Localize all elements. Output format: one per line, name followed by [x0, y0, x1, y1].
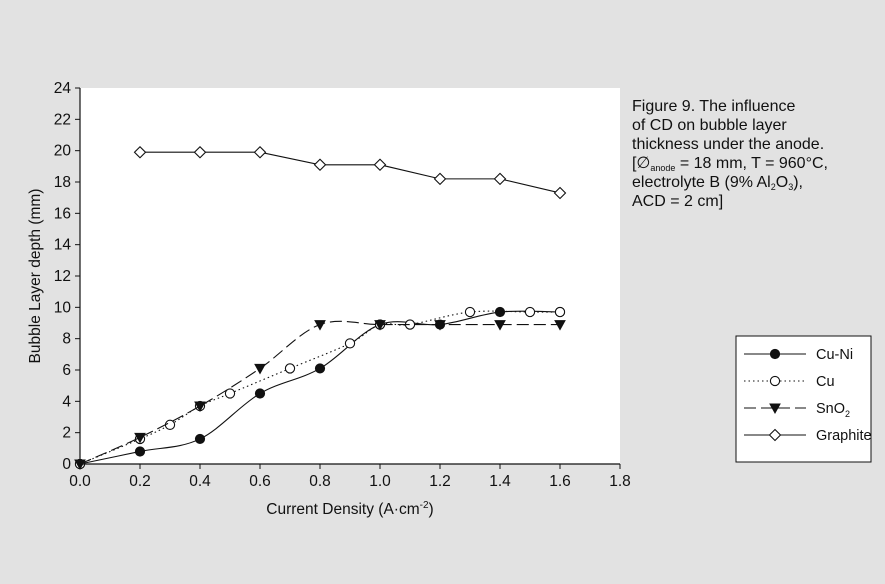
figure-caption: Figure 9. The influence of CD on bubble …	[632, 97, 870, 211]
y-tick-label: 18	[54, 174, 71, 191]
x-tick-label: 0.2	[129, 473, 151, 490]
y-tick-label: 12	[54, 268, 71, 285]
data-point-sno2	[194, 401, 206, 413]
y-tick-label: 6	[62, 362, 71, 379]
data-point-cu	[464, 306, 476, 318]
y-tick-label: 4	[62, 393, 71, 410]
y-tick-label: 2	[62, 425, 71, 442]
x-tick-label: 1.0	[369, 473, 391, 490]
y-tick-label: 0	[62, 456, 71, 473]
data-point-sno2	[254, 363, 266, 375]
y-tick-label: 10	[54, 299, 72, 316]
data-point-sno2	[374, 320, 386, 331]
x-axis-label: Current Density (A·cm-2)	[266, 500, 433, 518]
y-axis-label: Bubble Layer depth (mm)	[27, 189, 44, 364]
data-point-cu-ni	[134, 446, 146, 457]
x-tick-label: 0.0	[69, 473, 91, 490]
data-point-cu	[164, 419, 176, 430]
data-point-sno2	[314, 320, 326, 331]
legend-label-graphite: Graphite	[816, 428, 872, 444]
series-line-cu	[79, 310, 560, 465]
x-tick-label: 1.6	[549, 473, 571, 490]
x-tick-label: 0.8	[309, 473, 331, 490]
y-tick-label: 22	[54, 111, 71, 128]
series-line-graphite	[140, 151, 561, 194]
series-graphite	[133, 145, 567, 200]
legend-marker-graphite	[768, 428, 782, 442]
data-point-cu	[524, 306, 536, 318]
x-tick-label: 1.2	[429, 473, 451, 490]
data-point-graphite	[313, 158, 327, 172]
caption-line: of CD on bubble layer	[632, 117, 787, 134]
data-point-cu	[224, 388, 236, 399]
legend-marker-sno2	[769, 403, 781, 415]
legend-label-cu: Cu	[816, 374, 835, 390]
caption-line: thickness under the anode.	[632, 136, 825, 153]
data-point-cu	[344, 338, 356, 349]
data-point-cu	[554, 306, 566, 318]
data-point-graphite	[253, 145, 267, 159]
data-point-graphite	[373, 158, 387, 172]
data-point-sno2	[494, 320, 506, 331]
data-point-sno2	[554, 320, 566, 331]
caption-line: [∅anode = 18 mm, T = 960°C,	[632, 155, 828, 173]
legend: Cu-Ni Cu SnO2 Graphite	[735, 335, 872, 463]
y-tick-label: 8	[62, 331, 71, 348]
caption-line: electrolyte B (9% Al2O3),	[632, 174, 803, 192]
y-tick-label: 16	[54, 205, 71, 222]
data-point-cu-ni	[494, 306, 506, 318]
legend-marker-cu-ni	[769, 348, 781, 360]
data-point-sno2	[434, 320, 446, 331]
data-point-cu	[284, 363, 296, 374]
plot-area	[80, 88, 620, 464]
caption-line: ACD = 2 cm]	[632, 193, 724, 210]
series-sno2	[74, 320, 566, 471]
y-tick-label: 24	[54, 80, 72, 97]
data-point-sno2	[134, 432, 146, 444]
legend-marker-cu	[769, 375, 781, 387]
data-point-cu-ni	[254, 388, 266, 399]
x-tick-label: 1.4	[489, 473, 511, 490]
data-point-cu-ni	[314, 363, 326, 374]
series-line-sno2	[79, 320, 560, 465]
x-tick-label: 0.4	[189, 473, 211, 490]
legend-box	[735, 335, 872, 463]
legend-label-sno2: SnO2	[816, 401, 850, 419]
y-tick-label: 14	[54, 237, 72, 254]
legend-label-cu-ni: Cu-Ni	[816, 347, 853, 363]
data-point-graphite	[193, 145, 207, 159]
y-tick-label: 20	[54, 143, 72, 160]
x-tick-label: 1.8	[609, 473, 631, 490]
data-point-graphite	[133, 145, 147, 159]
data-point-cu-ni	[194, 433, 206, 445]
data-point-graphite	[433, 172, 447, 186]
x-tick-label: 0.6	[249, 473, 271, 490]
data-point-graphite	[493, 172, 507, 186]
data-point-graphite	[553, 186, 567, 200]
caption-line: Figure 9. The influence	[632, 98, 796, 115]
